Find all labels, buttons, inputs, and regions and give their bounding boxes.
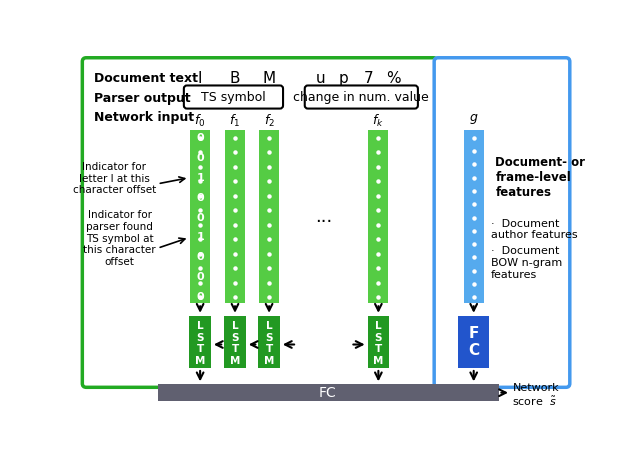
Text: 7: 7 — [364, 71, 373, 86]
Text: 1: 1 — [196, 232, 204, 243]
Text: C: C — [468, 343, 479, 359]
Text: $g$: $g$ — [469, 112, 479, 127]
Text: p: p — [339, 71, 348, 86]
Text: TS symbol: TS symbol — [201, 91, 266, 103]
Text: 0: 0 — [196, 272, 204, 282]
Text: M: M — [373, 356, 383, 366]
Text: 0: 0 — [196, 213, 204, 223]
Text: S: S — [374, 333, 382, 343]
FancyBboxPatch shape — [434, 58, 570, 387]
Text: Document- or
frame-level
features: Document- or frame-level features — [495, 156, 586, 199]
FancyBboxPatch shape — [184, 85, 283, 109]
Text: $f_0$: $f_0$ — [195, 112, 206, 128]
Text: M: M — [195, 356, 205, 366]
Text: ·  Document
BOW n-gram
features: · Document BOW n-gram features — [491, 246, 562, 280]
Text: M: M — [230, 356, 240, 366]
Bar — [259, 130, 279, 304]
Text: $f_k$: $f_k$ — [372, 112, 384, 128]
Text: %: % — [387, 71, 401, 86]
Text: T: T — [375, 344, 382, 354]
Text: F: F — [468, 327, 479, 341]
Text: $f_1$: $f_1$ — [229, 112, 241, 128]
Text: I: I — [198, 71, 202, 86]
Text: L: L — [375, 321, 381, 331]
Text: 0: 0 — [196, 292, 204, 302]
Text: B: B — [230, 71, 240, 86]
Text: ...: ... — [316, 208, 333, 226]
Bar — [190, 130, 210, 304]
Text: Network input: Network input — [94, 111, 194, 124]
Text: T: T — [232, 344, 239, 354]
Text: Network
score  $\tilde{s}$: Network score $\tilde{s}$ — [513, 383, 559, 408]
Bar — [157, 384, 499, 401]
Text: 1: 1 — [196, 173, 204, 182]
Bar — [224, 316, 246, 368]
FancyBboxPatch shape — [83, 58, 437, 387]
Text: 0: 0 — [196, 133, 204, 143]
Text: M: M — [264, 356, 275, 366]
Text: u: u — [316, 71, 325, 86]
Text: T: T — [266, 344, 273, 354]
Text: 0: 0 — [196, 252, 204, 262]
Text: Document text: Document text — [94, 73, 198, 85]
Text: Indicator for
letter I at this
character offset: Indicator for letter I at this character… — [73, 162, 156, 195]
Text: M: M — [262, 71, 276, 86]
Text: Parser output: Parser output — [94, 91, 191, 104]
Text: 0: 0 — [196, 193, 204, 203]
Bar — [368, 130, 388, 304]
Text: ·  Document
author features: · Document author features — [491, 219, 577, 240]
Bar — [463, 130, 484, 304]
Text: 0: 0 — [196, 153, 204, 163]
FancyBboxPatch shape — [305, 85, 418, 109]
Text: S: S — [196, 333, 204, 343]
Text: $f_2$: $f_2$ — [264, 112, 275, 128]
Bar — [189, 316, 211, 368]
Bar — [259, 316, 280, 368]
Text: T: T — [196, 344, 204, 354]
Bar — [458, 316, 489, 368]
Bar — [225, 130, 245, 304]
Text: FC: FC — [319, 386, 337, 400]
Text: Indicator for
parser found
TS symbol at
this character
offset: Indicator for parser found TS symbol at … — [83, 211, 156, 267]
Text: S: S — [266, 333, 273, 343]
Text: L: L — [232, 321, 238, 331]
Bar — [367, 316, 389, 368]
Text: L: L — [266, 321, 273, 331]
Text: L: L — [197, 321, 204, 331]
Text: S: S — [231, 333, 239, 343]
Text: change in num. value: change in num. value — [294, 91, 429, 103]
